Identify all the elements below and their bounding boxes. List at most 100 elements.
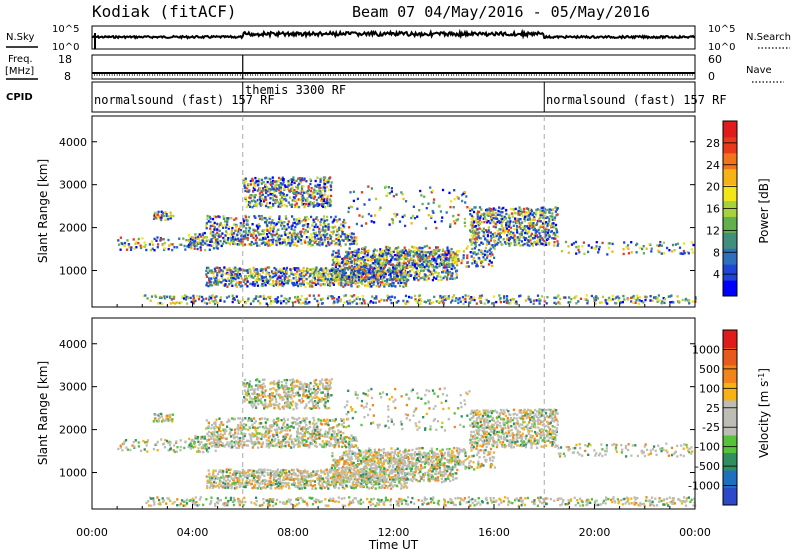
heatmap-cell <box>261 394 263 396</box>
heatmap-cell <box>254 177 256 179</box>
heatmap-cell <box>339 241 341 243</box>
heatmap-cell <box>320 192 322 194</box>
heatmap-cell <box>146 444 148 446</box>
heatmap-cell <box>335 238 337 240</box>
heatmap-cell <box>230 435 232 437</box>
heatmap-cell <box>314 226 316 228</box>
heatmap-cell <box>534 237 536 239</box>
heatmap-cell <box>288 226 290 228</box>
heatmap-cell <box>333 297 335 299</box>
heatmap-cell <box>320 218 322 220</box>
heatmap-cell <box>457 258 459 260</box>
heatmap-cell <box>234 270 236 272</box>
heatmap-cell <box>254 393 256 395</box>
heatmap-cell <box>414 246 416 248</box>
heatmap-cell <box>445 257 447 259</box>
heatmap-cell <box>541 237 543 239</box>
heatmap-cell <box>483 213 485 215</box>
heatmap-cell <box>392 222 394 224</box>
heatmap-cell <box>232 279 234 281</box>
heatmap-cell <box>217 434 219 436</box>
heatmap-cell <box>247 298 249 300</box>
heatmap-cell <box>257 446 259 448</box>
heatmap-cell <box>303 277 305 279</box>
heatmap-cell <box>250 439 252 441</box>
heatmap-cell <box>460 301 462 303</box>
heatmap-cell <box>541 207 543 209</box>
heatmap-cell <box>250 418 252 420</box>
heatmap-cell <box>374 214 376 216</box>
heatmap-cell <box>251 424 253 426</box>
heatmap-cell <box>627 298 629 300</box>
heatmap-cell <box>537 208 539 210</box>
heatmap-cell <box>599 246 601 248</box>
heatmap-cell <box>438 263 440 265</box>
heatmap-cell <box>154 238 156 240</box>
heatmap-cell <box>495 212 497 214</box>
heatmap-cell <box>490 251 492 253</box>
heatmap-cell <box>299 445 301 447</box>
heatmap-cell <box>492 220 494 222</box>
heatmap-cell <box>279 277 281 279</box>
heatmap-cell <box>194 441 196 443</box>
heatmap-cell <box>657 250 659 252</box>
heatmap-cell <box>249 380 251 382</box>
heatmap-cell <box>272 241 274 243</box>
heatmap-cell <box>375 297 377 299</box>
heatmap-cell <box>469 208 471 210</box>
heatmap-cell <box>185 298 187 300</box>
heatmap-cell <box>437 279 439 281</box>
heatmap-cell <box>337 269 339 271</box>
sky-scale-hi: 10^5 <box>52 24 79 35</box>
heatmap-cell <box>325 267 327 269</box>
heatmap-cell <box>330 438 332 440</box>
heatmap-cell <box>226 286 228 288</box>
heatmap-cell <box>264 417 266 419</box>
heatmap-cell <box>425 254 427 256</box>
heatmap-cell <box>222 443 224 445</box>
heatmap-cell <box>162 418 164 420</box>
heatmap-cell <box>272 230 274 232</box>
heatmap-cell <box>249 395 251 397</box>
heatmap-cell <box>349 299 351 301</box>
heatmap-cell <box>324 275 326 277</box>
heatmap-cell <box>692 300 694 302</box>
heatmap-cell <box>425 227 427 229</box>
heatmap-cell <box>151 241 153 243</box>
heatmap-cell <box>463 254 465 256</box>
heatmap-cell <box>275 190 277 192</box>
heatmap-cell <box>258 441 260 443</box>
heatmap-cell <box>305 203 307 205</box>
heatmap-cell <box>652 299 654 301</box>
heatmap-cell <box>320 419 322 421</box>
heatmap-cell <box>317 282 319 284</box>
heatmap-cell <box>282 429 284 431</box>
heatmap-cell <box>300 242 302 244</box>
heatmap-cell <box>245 428 247 430</box>
heatmap-cell <box>478 249 480 251</box>
heatmap-cell <box>578 251 580 253</box>
heatmap-cell <box>327 424 329 426</box>
heatmap-cell <box>344 233 346 235</box>
heatmap-cell <box>309 294 311 296</box>
heatmap-cell <box>333 261 335 263</box>
heatmap-cell <box>451 299 453 301</box>
heatmap-cell <box>121 449 123 451</box>
heatmap-cell <box>353 191 355 193</box>
heatmap-cell <box>262 187 264 189</box>
heatmap-cell <box>351 239 353 241</box>
heatmap-cell <box>491 261 493 263</box>
heatmap-cell <box>575 295 577 297</box>
heatmap-cell <box>358 248 360 250</box>
heatmap-cell <box>390 276 392 278</box>
heatmap-cell <box>161 415 163 417</box>
heatmap-cell <box>124 242 126 244</box>
heatmap-cell <box>491 244 493 246</box>
heatmap-cell <box>263 232 265 234</box>
heatmap-cell <box>231 229 233 231</box>
heatmap-cell <box>239 440 241 442</box>
heatmap-cell <box>327 181 329 183</box>
heatmap-cell <box>345 272 347 274</box>
heatmap-cell <box>315 434 317 436</box>
heatmap-cell <box>240 281 242 283</box>
